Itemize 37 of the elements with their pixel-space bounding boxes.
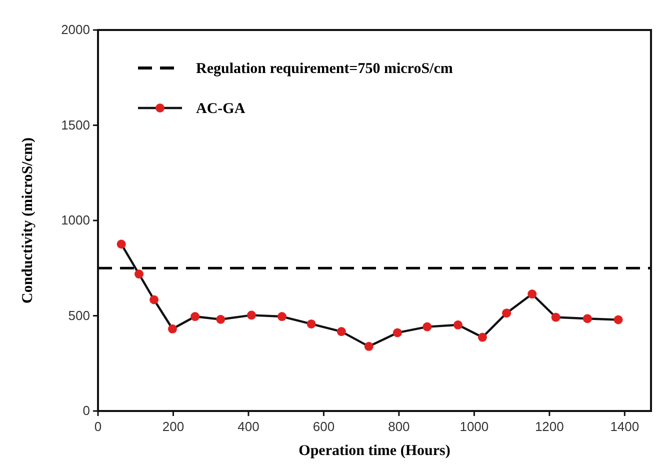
point xyxy=(336,327,346,336)
point xyxy=(364,342,374,351)
point xyxy=(551,312,560,322)
point xyxy=(150,295,159,304)
point xyxy=(168,324,177,334)
y-axis-title: Conductivity (microS/cm) xyxy=(20,138,36,304)
y-tick-label: 2000 xyxy=(61,22,90,37)
point xyxy=(392,328,402,338)
point xyxy=(614,315,623,324)
x-tick-label: 800 xyxy=(388,419,410,434)
point xyxy=(116,240,126,249)
y-tick-label: 1000 xyxy=(61,212,90,228)
legend-label: AC-GA xyxy=(196,101,246,117)
point xyxy=(277,312,286,322)
point xyxy=(528,290,537,299)
y-tick-label: 500 xyxy=(68,308,90,323)
x-tick-label: 600 xyxy=(312,419,335,434)
x-tick-label: 0 xyxy=(94,419,102,434)
x-tick-label: 1200 xyxy=(534,419,564,434)
legend-label: Regulation requirement=750 microS/cm xyxy=(196,61,454,77)
point xyxy=(454,320,463,330)
point xyxy=(134,270,144,279)
y-tick-label: 0 xyxy=(82,403,90,418)
point xyxy=(582,314,592,324)
point xyxy=(502,308,512,318)
point xyxy=(422,322,432,332)
x-tick-label: 1000 xyxy=(460,419,489,434)
x-axis-title: Operation time (Hours) xyxy=(298,443,450,459)
point xyxy=(478,332,487,342)
x-tick-label: 400 xyxy=(238,419,260,434)
point xyxy=(306,319,316,328)
point xyxy=(246,310,256,320)
point xyxy=(190,312,200,322)
point xyxy=(216,314,226,324)
x-tick-label: 200 xyxy=(162,419,184,434)
y-tick-label: 1500 xyxy=(61,117,90,132)
x-tick-label: 1400 xyxy=(610,419,640,434)
